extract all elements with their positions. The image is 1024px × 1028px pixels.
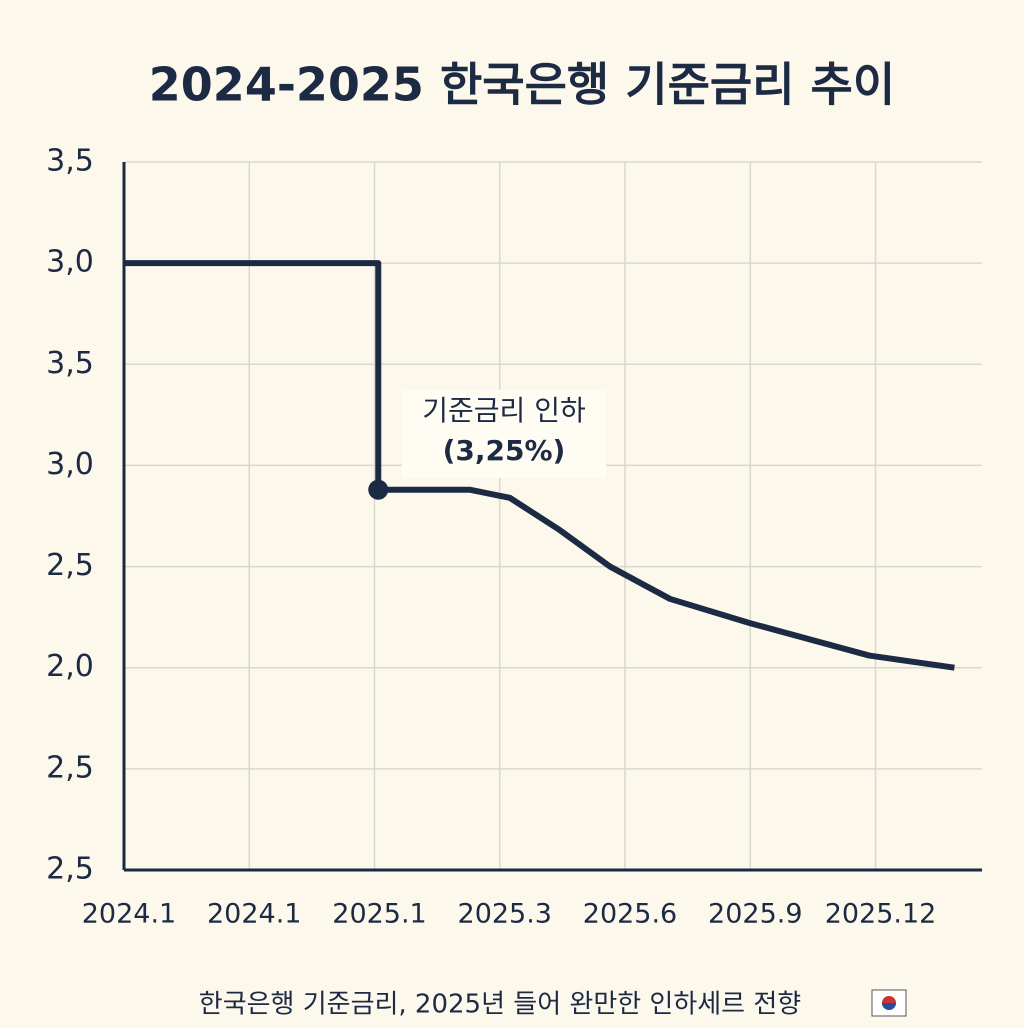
flag-icon xyxy=(871,989,907,1017)
y-tick-label: 2,5 xyxy=(46,750,94,785)
y-tick-label: 3,5 xyxy=(46,346,94,381)
x-tick-label: 2025.6 xyxy=(583,899,677,930)
y-tick-label: 3,0 xyxy=(46,245,94,280)
y-tick-label: 2,5 xyxy=(46,548,94,583)
chart-title: 2024-2025 한국은행 기준금리 추이 xyxy=(149,58,895,112)
x-tick-label: 2025.12 xyxy=(825,899,937,930)
x-tick-label: 2024.1 xyxy=(82,899,176,930)
line xyxy=(124,260,955,671)
y-tick-label: 2,0 xyxy=(46,649,94,684)
y-tick-label: 3,0 xyxy=(46,447,94,482)
x-tick-label: 2025.3 xyxy=(458,899,552,930)
x-tick-label: 2025.1 xyxy=(332,899,426,930)
caption: 한국은행 기준금리, 2025년 들어 완만한 인하세르 전향 xyxy=(199,990,801,1020)
annotation: 기준금리 인하 xyxy=(422,394,585,427)
annotation-box xyxy=(402,390,606,478)
y-tick-label: 3,5 xyxy=(46,144,94,179)
marker xyxy=(368,479,389,500)
x-tick-label: 2025.9 xyxy=(708,899,802,930)
y-tick-label: 2,5 xyxy=(46,852,94,887)
x-tick-label: 2024.1 xyxy=(207,899,301,930)
annotation: (3,25%) xyxy=(443,434,566,467)
